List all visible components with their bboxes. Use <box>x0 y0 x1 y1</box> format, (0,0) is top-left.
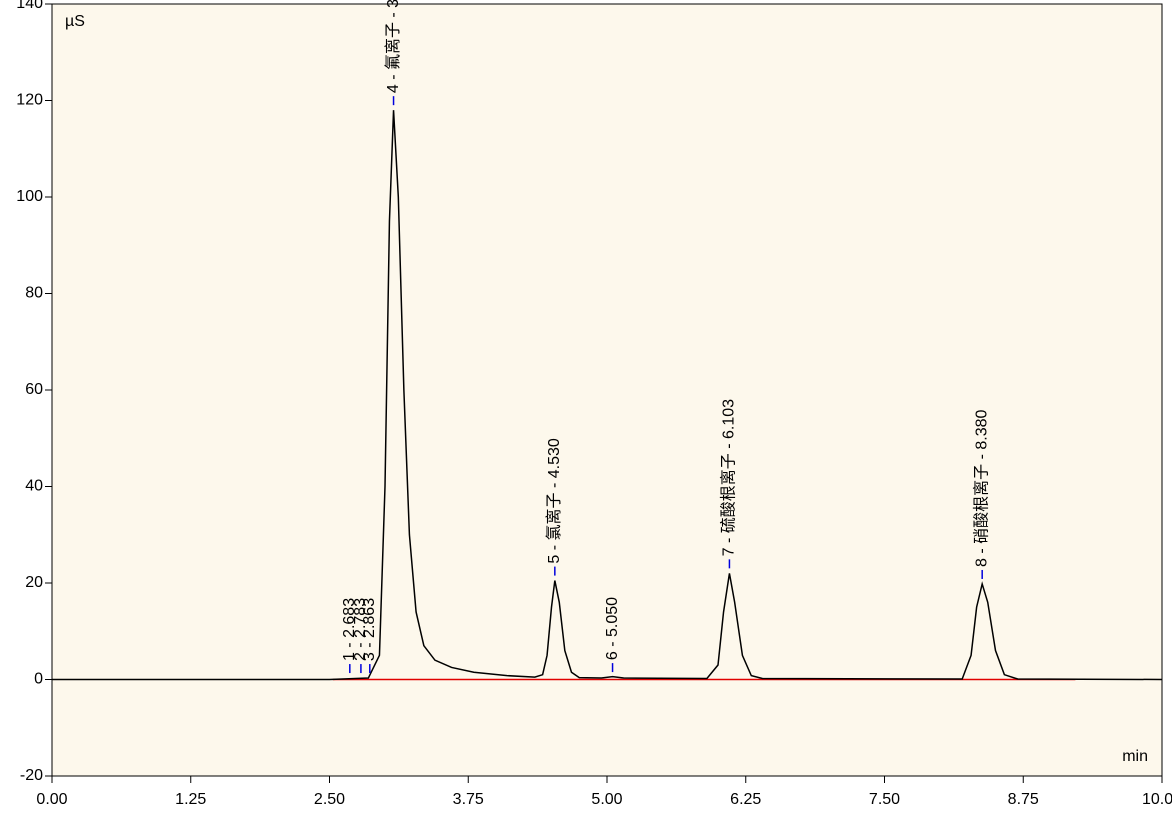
y-unit: µS <box>65 13 85 30</box>
trace <box>52 110 1163 681</box>
x-tick-label: 2.50 <box>314 791 345 808</box>
x-tick-label: 10.00 <box>1142 791 1172 808</box>
x-unit: min <box>1122 748 1148 765</box>
y-tick-label: 80 <box>25 285 43 302</box>
y-tick-label: 140 <box>16 0 43 12</box>
plot-area <box>51 3 1163 777</box>
x-tick-label: 5.00 <box>591 791 622 808</box>
peak-label: 2 - 2.783 <box>352 598 369 661</box>
y-tick-label: 120 <box>16 92 43 109</box>
peak-label: 1 - 2.683 <box>341 598 358 661</box>
x-tick-label: 8.75 <box>1008 791 1039 808</box>
y-tick-label: 40 <box>25 478 43 495</box>
x-tick-label: 3.75 <box>453 791 484 808</box>
peak-label: 4 - 氟离子 - 3.077 <box>384 0 402 93</box>
peak-label: 5 - 氯离子 - 4.530 <box>545 438 563 563</box>
peak-label: 8 - 硝酸根离子 - 8.380 <box>972 409 990 566</box>
peak-label: 3 - 2.863 <box>361 598 378 661</box>
y-tick-label: 20 <box>25 574 43 591</box>
x-tick-label: 7.50 <box>869 791 900 808</box>
x-tick-label: 1.25 <box>175 791 206 808</box>
y-tick-label: 0 <box>34 671 43 688</box>
peak-label: 7 - 硫酸根离子 - 6.103 <box>720 399 738 556</box>
y-tick-label: 60 <box>25 381 43 398</box>
peak-label: 6 - 5.050 <box>604 597 621 660</box>
x-tick-label: 6.25 <box>730 791 761 808</box>
y-tick-label: -20 <box>20 767 43 784</box>
y-tick-label: 100 <box>16 188 43 205</box>
x-tick-label: 0.00 <box>36 791 67 808</box>
